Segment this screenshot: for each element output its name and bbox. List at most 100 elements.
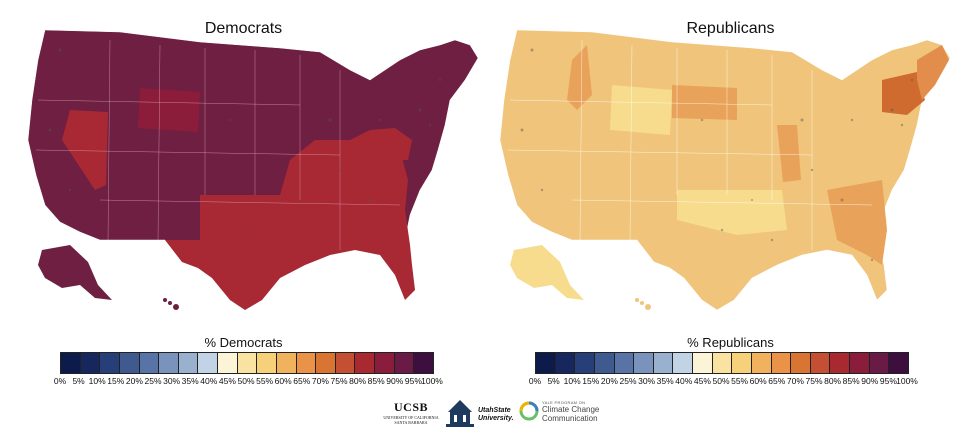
- legend-tick-label: 40%: [200, 376, 218, 386]
- legend-tick-label: 5%: [72, 376, 85, 386]
- legend-bin: [414, 353, 433, 373]
- dem-wyoming: [138, 88, 200, 132]
- legend-bin: [575, 353, 595, 373]
- legend-bin: [375, 353, 395, 373]
- legend-bin: [100, 353, 120, 373]
- legend-bin: [830, 353, 850, 373]
- usu-line-1: UtahState: [478, 407, 511, 414]
- legend-bin: [751, 353, 772, 373]
- legend-tick-label: 0%: [53, 376, 67, 386]
- democrats-legend-title: % Democrats: [204, 335, 283, 350]
- rep-southeast: [827, 180, 887, 265]
- legend-bin: [316, 353, 336, 373]
- legend-bin: [791, 353, 811, 373]
- legend-tick-label: 100%: [896, 376, 918, 386]
- republicans-legend-title: % Republicans: [687, 335, 774, 350]
- rep-illinois: [777, 125, 801, 182]
- rep-state-lines: [507, 39, 873, 250]
- republicans-legend: 0% 5% 10% 15% 20% 25% 30% 35% 40% 45% 50% 55% 60% 65%…: [529, 352, 918, 390]
- rep-new-england: [917, 45, 949, 100]
- legend-bin: [80, 353, 101, 373]
- rep-oklahoma-arkansas: [677, 190, 787, 235]
- legend-bin: [218, 353, 238, 373]
- legend-bin: [139, 353, 160, 373]
- dem-hawaii: [163, 298, 179, 310]
- legend-tick-label: 85%: [367, 376, 385, 386]
- legend-tick-label: 20%: [125, 376, 143, 386]
- legend-tick-label: 95%: [879, 376, 897, 386]
- legend-bin: [276, 353, 297, 373]
- rep-hawaii: [635, 298, 651, 310]
- legend-bin: [810, 353, 831, 373]
- legend-ticks: 0% 5% 10% 15% 20% 25% 30% 35% 40% 45% 50% 55% 60% 65%…: [54, 376, 443, 390]
- utah-state-building-icon: [446, 400, 474, 427]
- republicans-map: [499, 29, 951, 311]
- ucsb-logo: UCSB UNIVERSITY OF CALIFORNIA SANTA BARB…: [380, 400, 442, 425]
- rep-alaska: [510, 245, 584, 300]
- legend-tick-label: 75%: [330, 376, 348, 386]
- legend-tick-label: 45%: [218, 376, 236, 386]
- legend-tick-label: 60%: [749, 376, 767, 386]
- legend-tick-label: 70%: [786, 376, 804, 386]
- legend-bin: [394, 353, 415, 373]
- legend-tick-label: 60%: [274, 376, 292, 386]
- legend-bin: [771, 353, 792, 373]
- legend-tick-label: 85%: [842, 376, 860, 386]
- rep-wyoming-utah: [610, 85, 672, 135]
- legend-tick-label: 30%: [638, 376, 656, 386]
- dem-state-lines: [35, 39, 401, 250]
- yale-ring-icon: [519, 401, 539, 421]
- legend-tick-label: 15%: [107, 376, 125, 386]
- legend-tick-label: 55%: [731, 376, 749, 386]
- rep-city-dots: [520, 48, 914, 262]
- yale-climate-logo: YALE PROGRAM ON Climate Change Communica…: [518, 400, 628, 432]
- legend-tick-label: 65%: [293, 376, 311, 386]
- dem-appalachia: [370, 128, 412, 160]
- legend-bin: [850, 353, 870, 373]
- sponsor-logos: UCSB UNIVERSITY OF CALIFORNIA SANTA BARB…: [380, 398, 620, 434]
- ucsb-wordmark: UCSB: [393, 400, 428, 414]
- democrats-panel: Democrats % Democrats 0% 5% 1: [27, 20, 479, 390]
- legend-bin: [693, 353, 713, 373]
- yale-program-label: YALE PROGRAM ON: [542, 400, 586, 405]
- legend-tick-label: 90%: [861, 376, 879, 386]
- legend-tick-label: 25%: [144, 376, 162, 386]
- legend-tick-label: 10%: [88, 376, 106, 386]
- yale-line-2: Communication: [542, 414, 598, 423]
- legend-bin: [732, 353, 752, 373]
- legend-bin: [673, 353, 693, 373]
- legend-tick-label: 80%: [349, 376, 367, 386]
- dem-nevada: [62, 110, 108, 190]
- legend-tick-label: 5%: [547, 376, 560, 386]
- ucsb-subtitle-1: UNIVERSITY OF CALIFORNIA: [383, 415, 439, 420]
- legend-bin: [889, 353, 908, 373]
- legend-bin: [335, 353, 356, 373]
- legend-tick-label: 35%: [181, 376, 199, 386]
- legend-bin: [614, 353, 635, 373]
- legend-bin: [159, 353, 179, 373]
- legend-bin: [555, 353, 576, 373]
- legend-tick-label: 25%: [619, 376, 637, 386]
- legend-tick-label: 95%: [404, 376, 422, 386]
- democrats-map-title: Democrats: [204, 20, 283, 37]
- legend-bins: [535, 352, 909, 374]
- legend-bin: [653, 353, 674, 373]
- legend-bin: [237, 353, 258, 373]
- legend-bin: [119, 353, 140, 373]
- republicans-map-title: Republicans: [686, 20, 775, 37]
- rep-new-york: [882, 72, 925, 115]
- dem-alaska: [38, 245, 112, 300]
- legend-tick-label: 45%: [693, 376, 711, 386]
- us-lower48-rep: [499, 29, 951, 311]
- democrats-legend: 0% 5% 10% 15% 20% 25% 30% 35% 40% 45% 50% 55% 60% 65%…: [54, 352, 443, 390]
- legend-tick-label: 90%: [386, 376, 404, 386]
- legend-bins: [60, 352, 434, 374]
- legend-tick-label: 30%: [163, 376, 181, 386]
- legend-bin: [198, 353, 218, 373]
- legend-bin: [536, 353, 556, 373]
- legend-tick-label: 10%: [563, 376, 581, 386]
- legend-tick-label: 50%: [712, 376, 730, 386]
- republicans-panel: Republicans % Republicans 0% 5% 10% 15% 2: [487, 0, 974, 439]
- legend-bin: [355, 353, 375, 373]
- legend-tick-label: 15%: [582, 376, 600, 386]
